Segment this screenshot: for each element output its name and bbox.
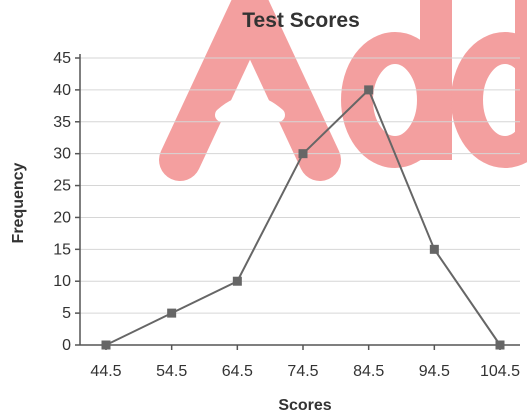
x-axis-ticks: 44.5 54.5 64.5 74.5 84.5 94.5 104.5 [90,345,520,380]
y-tick-label: 40 [53,82,71,99]
data-point [232,276,242,286]
chart-title: Test Scores [242,9,360,32]
y-axis-label: Frequency [10,162,27,243]
data-point [298,149,308,159]
x-tick-label: 74.5 [287,363,318,380]
data-point [101,340,111,350]
y-tick-label: 0 [62,337,71,354]
x-tick-label: 44.5 [90,363,121,380]
x-tick-label: 54.5 [156,363,187,380]
grid-lines [80,57,520,314]
y-axis-ticks: 0 5 10 15 20 25 30 35 40 45 [53,50,80,354]
x-tick-label: 104.5 [480,363,520,380]
x-tick-label: 84.5 [353,363,384,380]
y-tick-label: 5 [62,305,71,322]
y-tick-label: 25 [53,178,71,195]
y-tick-label: 15 [53,241,71,258]
x-tick-label: 64.5 [222,363,253,380]
y-tick-label: 45 [53,50,71,67]
y-tick-label: 35 [53,114,71,131]
y-tick-label: 10 [53,273,71,290]
series-group [101,85,505,350]
data-point [495,340,505,350]
x-tick-label: 94.5 [419,363,450,380]
data-point [364,85,374,95]
data-point [167,308,177,318]
y-tick-label: 30 [53,146,71,163]
y-tick-label: 20 [53,209,71,226]
data-point [429,244,439,254]
x-axis-label: Scores [278,397,331,414]
